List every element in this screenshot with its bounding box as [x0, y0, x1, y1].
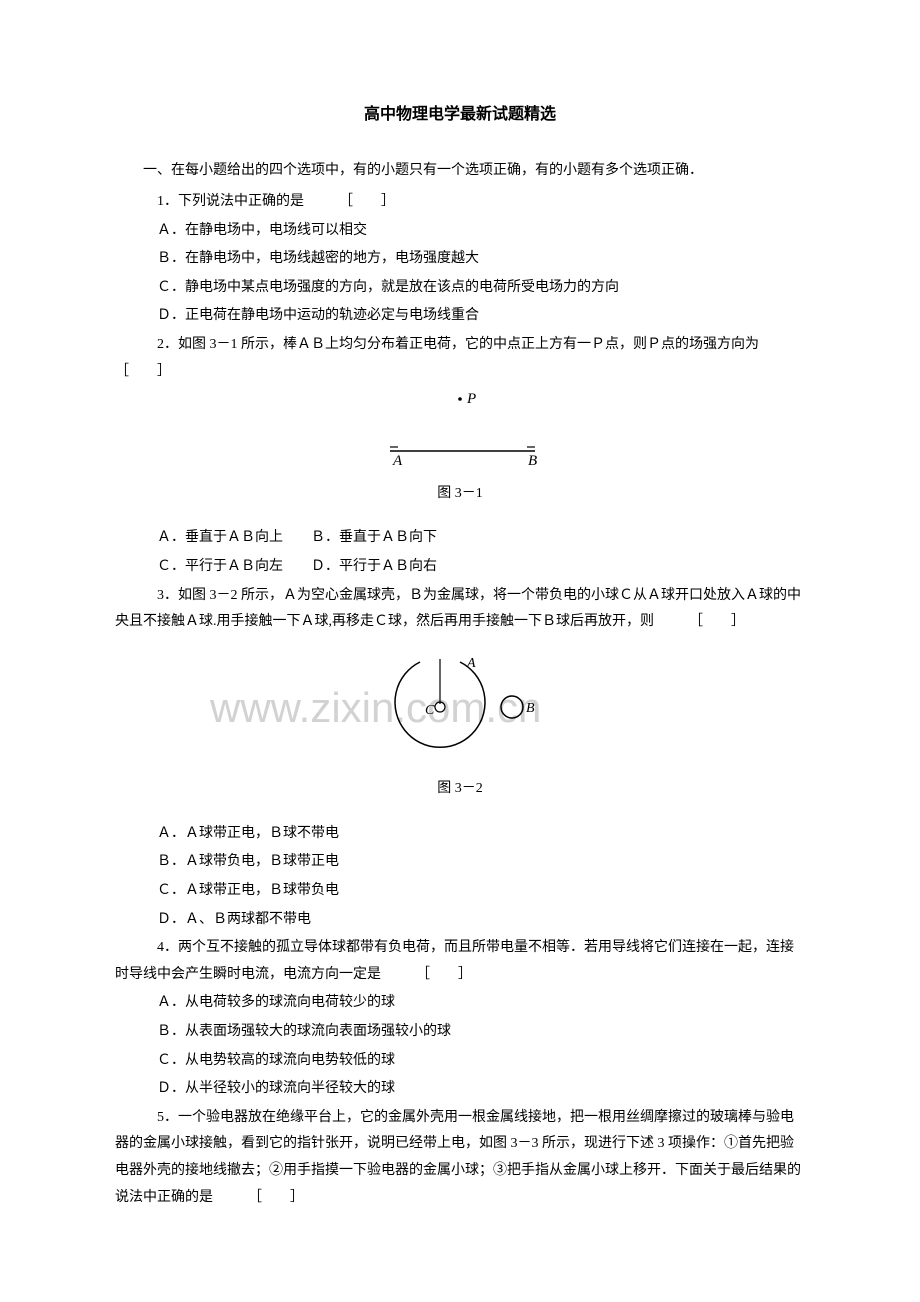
q4-option-c: Ｃ．从电势较高的球流向电势较低的球 — [115, 1048, 805, 1075]
label-b: B — [528, 453, 537, 466]
label-c: C — [425, 703, 435, 718]
section-instructions: 一、在每小题给出的四个选项中，有的小题只有一个选项正确，有的小题有多个选项正确． — [115, 158, 805, 185]
figure-3-1-svg: P A B — [360, 391, 560, 466]
figure-3-2-svg: C A B — [360, 642, 560, 762]
q3-option-a: Ａ．Ａ球带正电，Ｂ球不带电 — [115, 821, 805, 848]
q1-option-d: Ｄ．正电荷在静电场中运动的轨迹必定与电场线重合 — [115, 303, 805, 330]
q1-stem: 1．下列说法中正确的是 ［ ］ — [115, 189, 805, 216]
document-content: 高中物理电学最新试题精选 一、在每小题给出的四个选项中，有的小题只有一个选项正确… — [115, 100, 805, 1211]
q3-option-d: Ｄ．Ａ、Ｂ两球都不带电 — [115, 907, 805, 934]
q2-option-cd: Ｃ．平行于ＡＢ向左 Ｄ．平行于ＡＢ向右 — [115, 554, 805, 581]
label-a: A — [392, 453, 403, 466]
q3-stem: 3．如图 3－2 所示，Ａ为空心金属球壳，Ｂ为金属球，将一个带负电的小球Ｃ从Ａ球… — [115, 583, 805, 636]
q4-option-d: Ｄ．从半径较小的球流向半径较大的球 — [115, 1076, 805, 1103]
q1-option-b: Ｂ．在静电场中，电场线越密的地方，电场强度越大 — [115, 246, 805, 273]
figure-3-1: P A B 图 3－1 — [115, 391, 805, 507]
q2-stem: 2．如图 3－1 所示，棒ＡＢ上均匀分布着正电荷，它的中点正上方有一Ｐ点，则Ｐ点… — [115, 332, 805, 385]
q2-option-ab: Ａ．垂直于ＡＢ向上 Ｂ．垂直于ＡＢ向下 — [115, 525, 805, 552]
q3-option-b: Ｂ．Ａ球带负电，Ｂ球带正电 — [115, 849, 805, 876]
label-b: B — [526, 701, 535, 716]
q3-option-c: Ｃ．Ａ球带正电，Ｂ球带负电 — [115, 878, 805, 905]
q4-stem: 4．两个互不接触的孤立导体球都带有负电荷，而且所带电量不相等．若用导线将它们连接… — [115, 935, 805, 988]
q1-option-c: Ｃ．静电场中某点电场强度的方向，就是放在该点的电荷所受电场力的方向 — [115, 275, 805, 302]
figure-3-1-caption: 图 3－1 — [115, 481, 805, 508]
page-title: 高中物理电学最新试题精选 — [115, 100, 805, 130]
figure-3-2-caption: 图 3－2 — [115, 776, 805, 803]
figure-3-2: C A B 图 3－2 — [115, 642, 805, 803]
label-a: A — [466, 656, 476, 671]
q4-option-a: Ａ．从电荷较多的球流向电荷较少的球 — [115, 990, 805, 1017]
q4-option-b: Ｂ．从表面场强较大的球流向表面场强较小的球 — [115, 1019, 805, 1046]
label-p: P — [466, 391, 476, 407]
q5-stem: 5．一个验电器放在绝缘平台上，它的金属外壳用一根金属线接地，把一根用丝绸摩擦过的… — [115, 1105, 805, 1211]
q1-option-a: Ａ．在静电场中，电场线可以相交 — [115, 218, 805, 245]
